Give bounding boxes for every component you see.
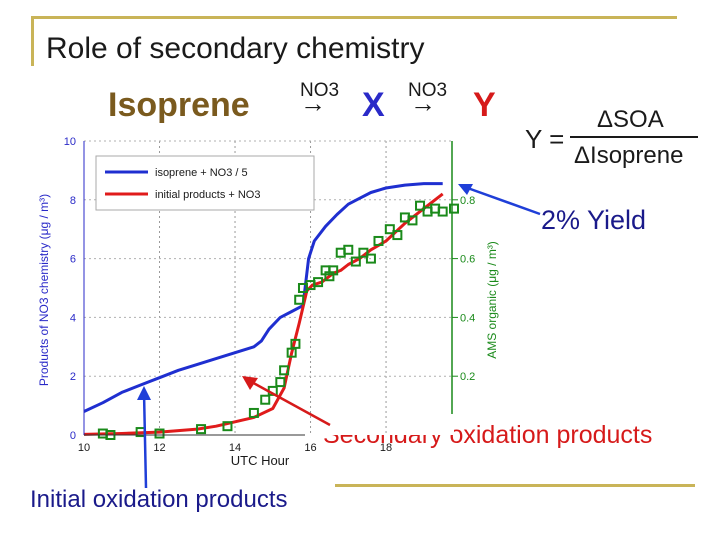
reaction-arrow-2: →	[410, 88, 436, 118]
reagent-2-text: NO3	[408, 80, 448, 101]
ams-data-point	[350, 256, 361, 267]
reagent-2-label: NO3	[408, 80, 447, 102]
x-tick-label: 12	[153, 442, 165, 454]
reagent-1-label: NO3	[300, 80, 339, 102]
marker-layer	[97, 200, 459, 440]
reaction-arrow-1: →	[300, 88, 326, 118]
yield-callout: 2% Yield	[541, 205, 647, 235]
ams-data-point	[290, 338, 301, 349]
y-right-tick-label: 0.4	[460, 312, 475, 324]
y-right-tick-label: 0.8	[460, 195, 475, 207]
yield-arrowhead	[458, 184, 473, 195]
reagent-1-text: NO3	[300, 80, 340, 101]
legend-entry-isoprene: isoprene + NO3 / 5	[155, 167, 248, 179]
ams-data-point	[328, 265, 339, 276]
frame-left-line	[31, 16, 34, 66]
x-tick-label: 16	[304, 442, 316, 454]
legend: isoprene + NO3 / 5 initial products + NO…	[95, 155, 315, 211]
ams-data-point	[248, 407, 259, 418]
ams-data-point	[437, 206, 448, 217]
ams-data-point	[222, 421, 233, 432]
ams-data-point	[294, 294, 305, 305]
ams-data-point	[392, 230, 403, 241]
axes	[83, 141, 453, 436]
yield-formula-bar	[570, 136, 698, 138]
secondary-arrow	[247, 378, 331, 427]
intermediate-label: X	[362, 86, 385, 124]
left-axis-label: Products of NO3 chemistry (μg / m³)	[37, 194, 51, 386]
x-tick-label: 18	[380, 442, 392, 454]
ams-data-point	[275, 377, 286, 388]
legend-box	[95, 155, 315, 211]
legend-entry-products: initial products + NO3	[155, 189, 260, 201]
secondary-arrowhead	[242, 376, 258, 390]
ams-data-point	[260, 394, 271, 405]
x-axis-label: UTC Hour	[231, 453, 290, 468]
product-label: Y	[473, 86, 496, 124]
ams-data-point	[373, 235, 384, 246]
ams-data-point	[407, 215, 418, 226]
ams-data-point	[154, 428, 165, 439]
right-axis-label: AMS organic (μg / m³)	[485, 241, 499, 359]
y-left-tick-label: 4	[70, 312, 76, 324]
x-tick-label: 10	[78, 442, 90, 454]
initial-arrow	[142, 391, 148, 489]
initial-arrowhead	[137, 386, 151, 400]
ams-data-point	[365, 253, 376, 264]
yield-arrow	[461, 184, 541, 216]
yield-formula-denominator: ΔIsoprene	[574, 142, 684, 169]
ams-data-point	[449, 203, 459, 214]
frame-bottom-line	[335, 484, 695, 487]
ams-data-point	[196, 424, 207, 435]
yield-formula-numerator: ΔSOA	[597, 106, 664, 133]
ticks: 10 12 14 16 18 0 2 4 6 8 10 0.2 0.4 0.6 0.8	[64, 136, 476, 454]
ams-data-point	[279, 365, 290, 376]
y-right-tick-label: 0.6	[460, 254, 475, 266]
ams-data-point	[358, 247, 369, 258]
ams-data-point	[384, 224, 395, 235]
y-left-tick-label: 6	[70, 254, 76, 266]
y-left-tick-label: 8	[70, 195, 76, 207]
frame-top-line	[31, 16, 677, 19]
x-tick-label: 14	[229, 442, 241, 454]
ams-data-point	[313, 277, 324, 288]
reactant-label: Isoprene	[108, 86, 250, 124]
slide-title: Role of secondary chemistry	[46, 32, 425, 65]
y-left-tick-label: 0	[70, 430, 76, 442]
ams-data-point	[415, 200, 426, 211]
y-right-tick-label: 0.2	[460, 371, 475, 383]
ams-data-point	[343, 244, 354, 255]
initial-products-callout: Initial oxidation products	[30, 486, 288, 513]
y-left-tick-label: 2	[70, 371, 76, 383]
yield-formula-lhs: Y =	[525, 124, 565, 154]
series-line-0	[83, 182, 443, 413]
y-left-tick-label: 10	[64, 136, 76, 148]
callout-arrows	[137, 184, 541, 489]
